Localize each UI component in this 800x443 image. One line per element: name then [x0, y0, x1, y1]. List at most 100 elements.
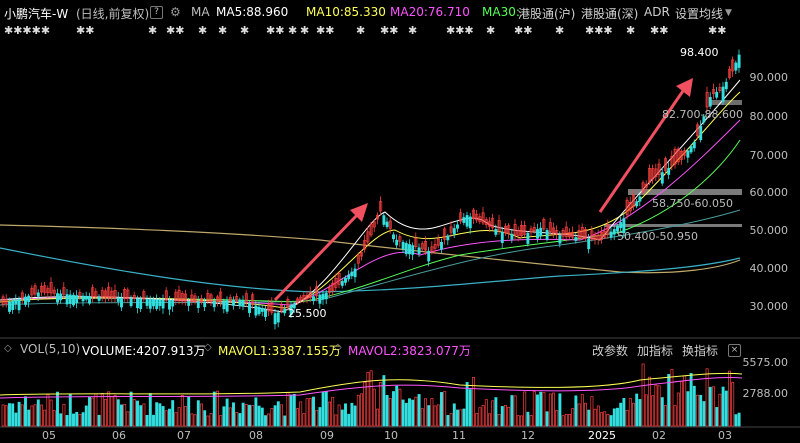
volume-bar — [603, 411, 607, 427]
hk-connect-sz-button[interactable]: 港股通(深) — [581, 7, 639, 21]
volume-bar — [312, 396, 315, 427]
volume-bar — [225, 398, 229, 427]
adr-button[interactable]: ADR — [644, 5, 670, 19]
volume-bar — [356, 394, 360, 427]
candle-body — [145, 298, 149, 306]
volume-bar — [158, 403, 162, 427]
volume-bar — [404, 402, 408, 427]
ma20-value: MA20:76.710 — [390, 5, 470, 19]
volume-bar — [75, 412, 79, 427]
volume-bar — [644, 394, 648, 427]
toggle-icon[interactable]: ◇ — [334, 342, 342, 353]
volume-bar — [251, 405, 255, 427]
event-marker[interactable]: ✱ — [288, 24, 298, 37]
volume-bar — [545, 411, 549, 427]
volume-bar — [100, 392, 104, 427]
ma-settings-button[interactable]: 设置均线 — [675, 7, 724, 21]
event-marker[interactable]: ✱ — [486, 24, 496, 37]
collapse-icon[interactable]: ◇ — [4, 343, 12, 354]
volume-bar — [296, 408, 299, 427]
candle-body — [104, 290, 107, 298]
event-marker[interactable]: ✱ — [218, 24, 228, 37]
vol-title[interactable]: VOL(5,10) — [20, 342, 81, 356]
event-marker[interactable]: ✱✱ — [514, 24, 533, 37]
event-marker[interactable]: ✱✱ — [708, 24, 727, 37]
volume-bar — [513, 395, 517, 427]
chevron-down-icon[interactable]: ▼ — [725, 8, 732, 18]
volume-bar — [737, 412, 741, 427]
event-marker[interactable]: ✱ — [198, 24, 208, 37]
event-marker[interactable]: ✱ — [240, 24, 250, 37]
event-marker[interactable]: ✱ — [626, 24, 636, 37]
event-marker[interactable]: ✱ — [356, 24, 366, 37]
event-marker[interactable]: ✱✱ — [380, 24, 399, 37]
volume-bars-group — [1, 363, 741, 427]
candle-body — [49, 282, 53, 294]
high-price-label: 98.400 — [680, 46, 719, 59]
candle-body — [580, 226, 584, 239]
candle-body — [120, 297, 123, 308]
event-marker[interactable]: ✱✱ — [76, 24, 95, 37]
candle-body — [356, 254, 360, 264]
volume-bar — [36, 399, 40, 427]
candle-body — [472, 209, 475, 219]
event-marker[interactable]: ✱✱ — [166, 24, 185, 37]
candle-body — [337, 273, 341, 285]
candle-body — [148, 299, 152, 309]
volume-bar — [212, 391, 216, 427]
event-marker[interactable]: ✱ — [148, 24, 158, 37]
event-marker[interactable]: ✱✱ — [650, 24, 669, 37]
event-marker[interactable]: ✱✱ — [316, 24, 335, 37]
candle-body — [392, 234, 395, 240]
volume-bar — [164, 410, 168, 427]
event-marker[interactable]: ✱ — [408, 24, 418, 37]
candle-body — [593, 234, 597, 240]
add-indicator-button[interactable]: 加指标 — [637, 344, 674, 358]
volume-bar — [504, 405, 507, 427]
candle-body — [660, 172, 664, 184]
candle-body — [372, 221, 376, 228]
candle-body — [507, 225, 511, 234]
change-params-button[interactable]: 改参数 — [592, 344, 629, 358]
volume-bar — [689, 373, 693, 427]
ma10-line — [0, 91, 741, 309]
year-tick: 2025 — [588, 429, 616, 442]
candle-body — [14, 299, 18, 304]
volume-bar — [219, 415, 223, 427]
close-icon[interactable]: × — [728, 344, 741, 357]
volume-bar — [260, 407, 264, 427]
volume-bar — [536, 394, 539, 427]
volume-bar — [264, 415, 267, 427]
volume-bar — [574, 395, 578, 427]
event-marker[interactable]: ✱ — [555, 24, 565, 37]
candle-body — [440, 241, 443, 250]
volume-bar — [187, 396, 191, 427]
hk-connect-sh-button[interactable]: 港股通(沪) — [518, 7, 576, 21]
event-marker[interactable]: ✱✱ — [266, 24, 285, 37]
toggle-icon[interactable]: ◇ — [204, 342, 212, 353]
candle-body — [212, 300, 216, 308]
settings-gear-icon[interactable]: ⚙ — [170, 5, 181, 19]
period-label[interactable]: (日线,前复权) — [76, 7, 150, 21]
volume-bar — [257, 405, 261, 427]
volume-bar — [414, 396, 418, 427]
candle-body — [305, 294, 309, 299]
candle-body — [465, 215, 469, 227]
event-marker[interactable]: ✱ — [300, 24, 310, 37]
volume-bar — [302, 413, 306, 427]
event-marker[interactable]: ✱✱✱ — [585, 24, 613, 37]
volume-bar — [712, 386, 715, 427]
event-marker[interactable]: ✱✱✱✱✱ — [4, 24, 51, 37]
candle-body — [350, 271, 354, 277]
switch-indicator-button[interactable]: 换指标 — [682, 344, 719, 358]
event-marker[interactable]: ✱✱✱ — [446, 24, 474, 37]
candle-body — [203, 301, 207, 308]
help-icon[interactable]: ? — [150, 6, 163, 19]
candle-body — [75, 295, 79, 304]
candle-body — [724, 81, 728, 90]
candle-body — [196, 301, 200, 308]
volume-bar — [363, 381, 367, 427]
candle-body — [696, 124, 699, 137]
volume-bar — [280, 404, 283, 427]
